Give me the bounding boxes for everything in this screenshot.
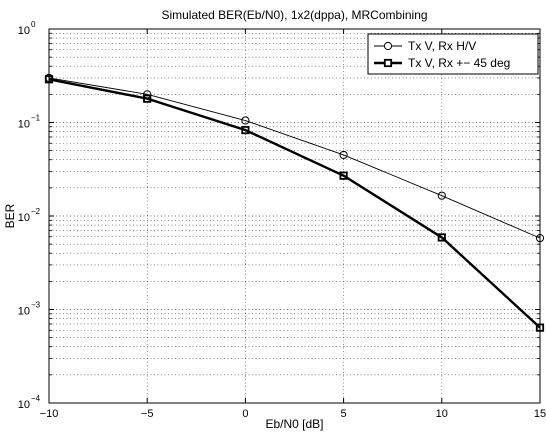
x-axis-label: Eb/N0 [dB] <box>265 417 323 431</box>
x-tick-label: 0 <box>242 408 248 420</box>
series-line <box>48 77 541 239</box>
x-tick-label: 10 <box>436 408 448 420</box>
data-point <box>535 323 545 332</box>
legend: Tx V, Rx H/V Tx V, Rx +− 45 deg <box>367 33 539 75</box>
y-tick-label: 10 <box>18 306 30 318</box>
y-tick-label: 10 <box>18 25 30 37</box>
data-point <box>339 171 348 180</box>
series-2 <box>44 75 545 332</box>
data-point <box>339 150 348 160</box>
data-point <box>241 125 250 135</box>
y-tick-label: 10 <box>18 119 30 131</box>
y-tick-exponent: −3 <box>31 301 41 310</box>
y-tick-exponent: −2 <box>31 207 41 216</box>
y-tick-exponent: −1 <box>31 114 41 123</box>
x-tick-label: −5 <box>141 408 154 420</box>
series <box>44 73 545 332</box>
legend-label: Tx V, Rx +− 45 deg <box>408 56 510 70</box>
legend-label: Tx V, Rx H/V <box>408 39 476 53</box>
legend-marker <box>383 41 393 51</box>
y-tick-label: 10 <box>18 399 30 411</box>
y-axis-label: BER <box>3 203 17 228</box>
legend-marker <box>383 58 393 68</box>
y-tick-label: 10 <box>18 212 30 224</box>
data-point <box>44 75 54 84</box>
x-tick-label: −10 <box>40 408 59 420</box>
grid <box>49 29 540 403</box>
x-tick-label: 15 <box>534 408 546 420</box>
data-point <box>535 234 545 243</box>
x-tick-label: 5 <box>341 408 347 420</box>
data-point <box>241 116 250 125</box>
y-tick-exponent: −4 <box>31 394 41 403</box>
data-point <box>143 94 152 103</box>
data-point <box>437 191 446 200</box>
y-tick-exponent: 0 <box>31 20 36 29</box>
data-point <box>437 233 446 242</box>
chart-title: Simulated BER(Eb/N0), 1x2(dppa), MRCombi… <box>161 8 427 22</box>
legend-box <box>367 33 539 75</box>
series-line <box>48 78 541 329</box>
legend-entries: Tx V, Rx H/V Tx V, Rx +− 45 deg <box>374 39 510 70</box>
